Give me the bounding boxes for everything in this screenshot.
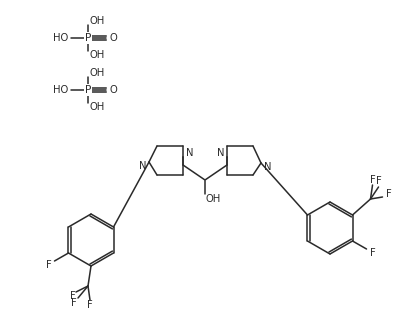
Text: F: F [46, 260, 51, 270]
Text: O: O [110, 33, 118, 43]
Text: OH: OH [89, 16, 104, 26]
Text: HO: HO [53, 33, 68, 43]
Text: F: F [376, 176, 381, 186]
Text: F: F [70, 291, 76, 301]
Text: OH: OH [89, 102, 104, 112]
Text: F: F [71, 298, 77, 308]
Text: F: F [370, 248, 375, 258]
Text: HO: HO [53, 85, 68, 95]
Text: O: O [110, 85, 118, 95]
Text: OH: OH [89, 68, 104, 78]
Text: N: N [217, 148, 224, 158]
Text: N: N [264, 162, 271, 172]
Text: F: F [386, 189, 392, 199]
Text: F: F [370, 175, 375, 185]
Text: OH: OH [89, 50, 104, 60]
Text: N: N [186, 148, 193, 158]
Text: P: P [85, 85, 91, 95]
Text: P: P [85, 33, 91, 43]
Text: OH: OH [206, 194, 221, 204]
Text: F: F [87, 300, 93, 310]
Text: N: N [138, 161, 146, 171]
